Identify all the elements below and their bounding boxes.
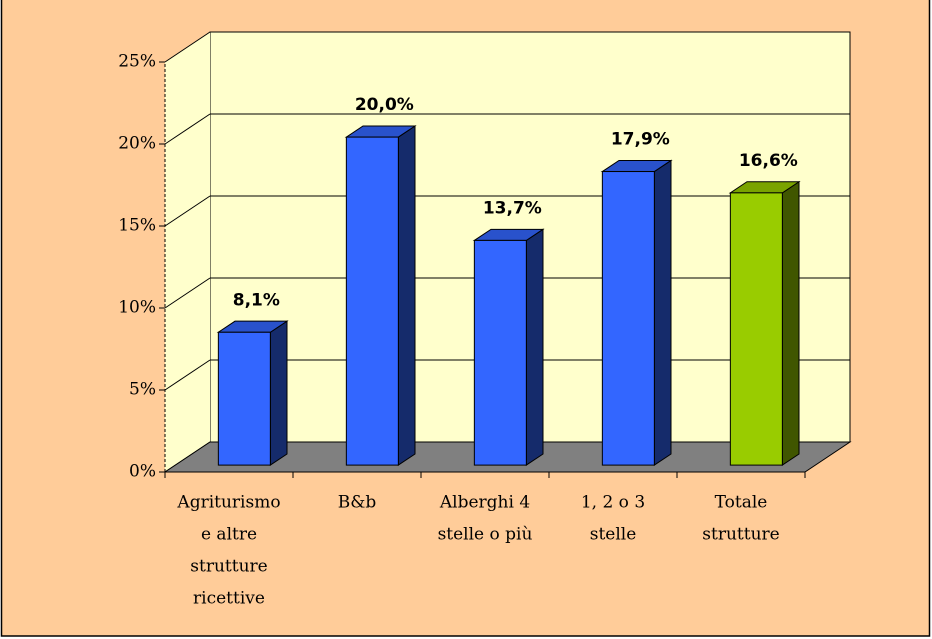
value-label: 13,7%	[483, 198, 542, 218]
bar-side	[269, 320, 288, 467]
x-tick-label: e altre	[201, 525, 257, 545]
grid-line	[164, 31, 211, 63]
bar	[217, 331, 271, 466]
y-tick-label: 20%	[118, 134, 156, 154]
x-tick-label: B&b	[338, 493, 377, 513]
x-tick-label: Totale	[715, 493, 768, 513]
bar	[345, 136, 399, 466]
grid-line	[164, 277, 211, 309]
y-tick-label: 5%	[129, 380, 156, 400]
value-label: 17,9%	[611, 130, 670, 150]
y-tick-label: 0%	[129, 462, 156, 482]
x-tick-label: stelle	[590, 525, 637, 545]
bar	[601, 171, 655, 466]
bar	[729, 192, 783, 466]
bar-side	[525, 228, 544, 467]
value-label: 16,6%	[739, 151, 798, 171]
x-tick-label: strutture	[702, 525, 779, 545]
x-tick-label: ricettive	[193, 589, 265, 609]
bar-side	[653, 159, 672, 467]
y-tick-label: 25%	[118, 52, 156, 72]
value-label: 20,0%	[355, 95, 414, 115]
value-label: 8,1%	[233, 290, 280, 310]
x-tick-label: 1, 2 o 3	[581, 493, 645, 513]
y-tick-label: 10%	[118, 298, 156, 318]
x-tick-label: stelle o più	[438, 525, 533, 545]
bar	[473, 239, 527, 466]
x-tick-label: strutture	[190, 557, 267, 577]
x-tick-label: Agriturismo	[176, 493, 280, 513]
side-wall	[165, 32, 210, 472]
bar-side	[397, 125, 416, 467]
x-tick-label: Alberghi 4	[439, 493, 530, 513]
grid-line	[164, 359, 211, 391]
grid-line	[164, 195, 211, 227]
bar-side	[781, 180, 800, 467]
y-tick-label: 15%	[118, 216, 156, 236]
grid-line	[164, 113, 211, 145]
